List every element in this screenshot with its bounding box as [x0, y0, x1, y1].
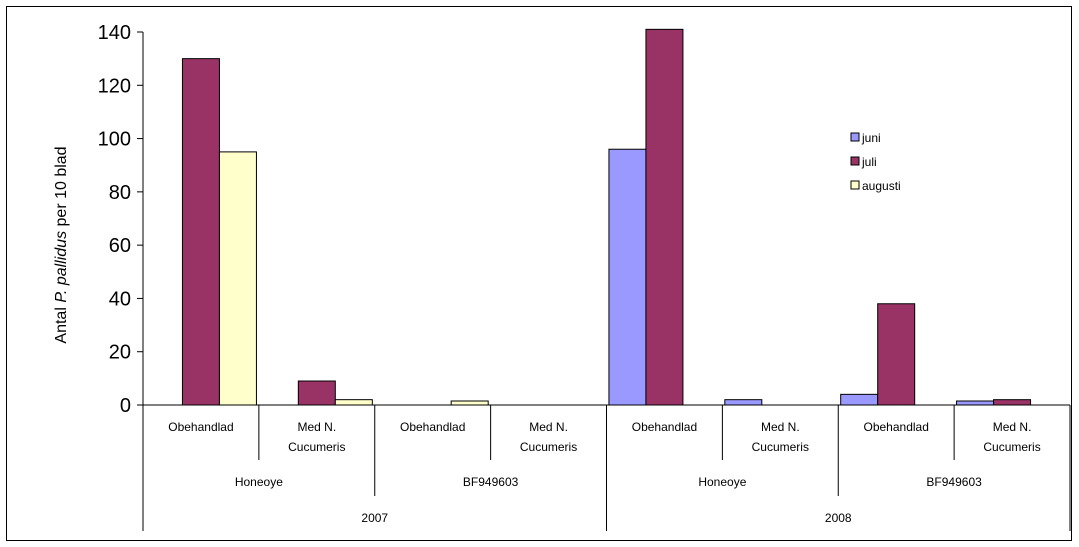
bar-juli — [181, 58, 220, 406]
bar-juni — [840, 393, 879, 406]
y-axis-label-part: per 10 blad — [53, 146, 70, 231]
bars — [181, 28, 1032, 406]
legend-swatch-augusti — [850, 180, 860, 190]
x-category-label: Med N. — [297, 420, 336, 434]
bar-juli — [297, 380, 336, 406]
x-cultivar-label: Honeoye — [698, 475, 746, 489]
legend-swatch-juni — [850, 132, 860, 142]
bar-augusti — [450, 400, 489, 406]
x-axis: Obehandlad Med N. Cucumeris Obehandlad Med N… — [142, 404, 1071, 531]
legend-swatch-juli — [850, 156, 860, 166]
bar-juli — [993, 399, 1032, 406]
y-tick-label: 100 — [98, 129, 131, 151]
x-cultivar-label: BF949603 — [926, 475, 982, 489]
legend: juni juli augusti — [850, 131, 901, 193]
x-category-label: Obehandlad — [863, 420, 928, 434]
y-tick-label: 60 — [109, 235, 131, 257]
y-axis-label-part: Antal — [53, 303, 70, 344]
bar-juli — [877, 303, 916, 406]
bar-juli — [645, 28, 684, 406]
x-category-label: Obehandlad — [632, 420, 697, 434]
y-tick-label: 40 — [109, 288, 131, 310]
x-category-label: Med N. — [529, 420, 568, 434]
bar-juni — [956, 400, 995, 406]
x-cultivar-label: BF949603 — [463, 475, 519, 489]
x-cultivar-label: Honeoye — [235, 475, 283, 489]
x-year-label: 2007 — [361, 511, 388, 525]
y-tick-label: 140 — [98, 22, 131, 44]
x-category-label: Cucumeris — [288, 440, 345, 454]
y-tick-label: 120 — [98, 75, 131, 97]
bar-augusti — [334, 399, 373, 406]
x-category-label: Obehandlad — [168, 420, 233, 434]
x-category-label: Med N. — [993, 420, 1032, 434]
y-axis-label-species: P. pallidus — [53, 231, 70, 303]
y-axis-label: Antal P. pallidus per 10 blad — [53, 146, 70, 343]
bar-juni — [608, 148, 647, 406]
x-year-label: 2008 — [825, 511, 852, 525]
x-category-label: Obehandlad — [400, 420, 465, 434]
y-tick-label: 0 — [120, 395, 131, 417]
y-tick-label: 80 — [109, 182, 131, 204]
x-category-label: Cucumeris — [983, 440, 1040, 454]
legend-label: augusti — [862, 179, 901, 193]
legend-label: juli — [861, 155, 877, 169]
x-category-label: Cucumeris — [520, 440, 577, 454]
x-category-label: Med N. — [761, 420, 800, 434]
bar-juni — [724, 399, 763, 406]
x-category-label: Cucumeris — [752, 440, 809, 454]
y-axis: 0 20 40 60 80 100 120 140 — [98, 22, 144, 417]
bar-augusti — [218, 151, 257, 406]
y-tick-label: 20 — [109, 342, 131, 364]
legend-label: juni — [861, 131, 881, 145]
